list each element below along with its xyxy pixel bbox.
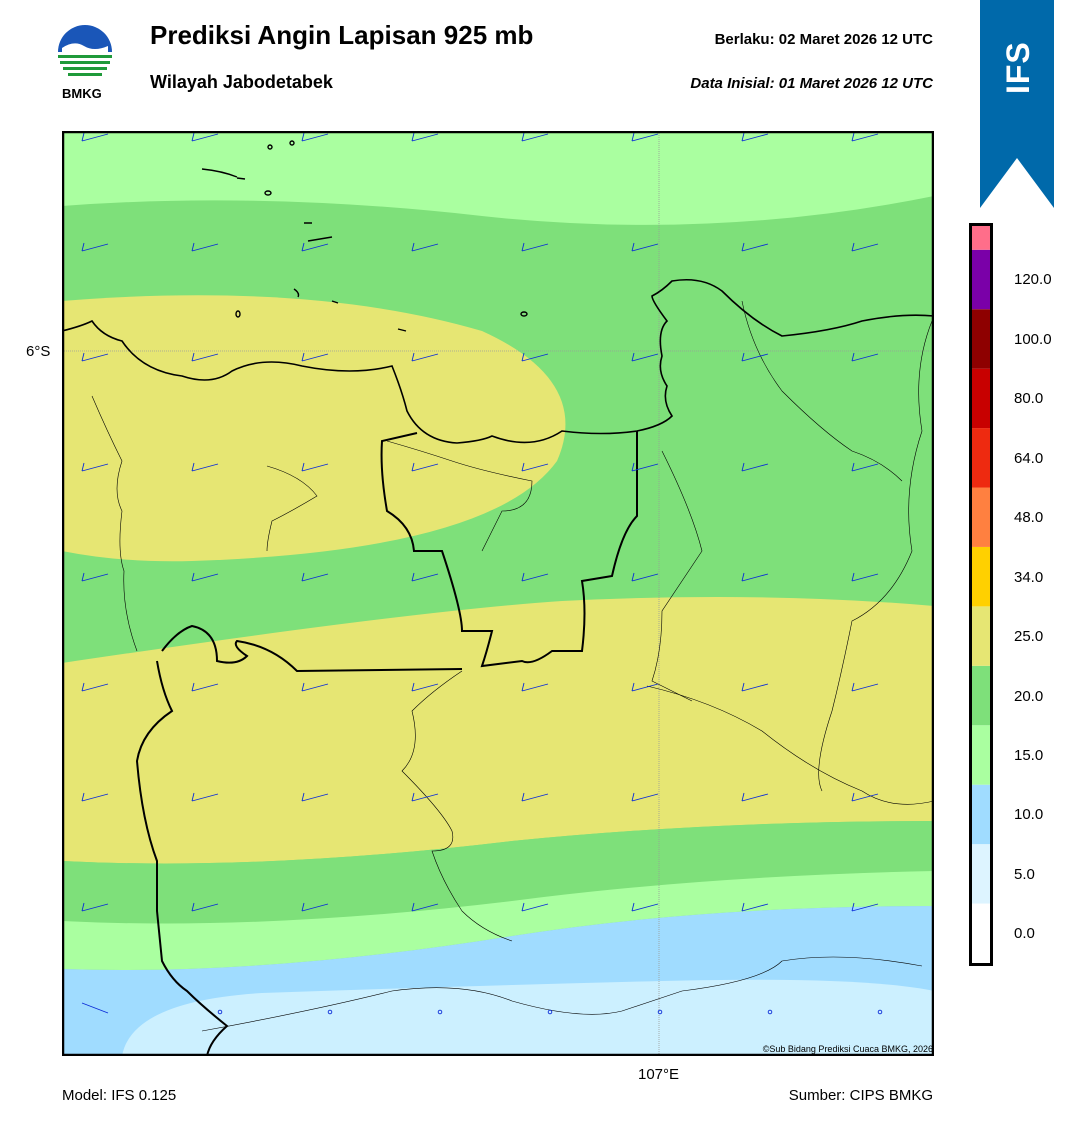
model-label: Model: IFS 0.125 xyxy=(62,1087,177,1104)
colorbar-label: 25.0 xyxy=(1014,628,1044,646)
colorbar-label: 64.0 xyxy=(1014,449,1044,467)
barb-row-5 xyxy=(81,572,879,582)
colorbar-label: 10.0 xyxy=(1014,806,1044,824)
band-yellow-west-bulge xyxy=(62,295,566,562)
colorbar-segment xyxy=(972,665,990,726)
colorbar-segment xyxy=(972,249,990,310)
colorbar-segment xyxy=(972,309,990,369)
colorbar-segment xyxy=(972,725,990,785)
province-boundary xyxy=(135,431,638,1056)
wind-barbs xyxy=(81,132,883,1015)
regency-boundary xyxy=(91,300,934,1032)
lon-label: 107°E xyxy=(638,1066,680,1083)
colorbar-label: 0.0 xyxy=(1014,925,1035,943)
coastline xyxy=(62,278,934,444)
band-green-lower xyxy=(62,821,934,924)
barb-row-7 xyxy=(81,792,879,802)
bmkg-logo-icon xyxy=(54,22,116,84)
barb-row-8 xyxy=(81,902,879,912)
colorbar-label: 100.0 xyxy=(1014,330,1052,348)
colorbar-segment xyxy=(972,226,990,250)
barb-row-4 xyxy=(81,462,879,472)
colorbar-label: 15.0 xyxy=(1014,746,1044,764)
lat-label: 6°S xyxy=(26,343,51,360)
colorbar xyxy=(969,223,993,966)
logo-text: BMKG xyxy=(62,86,102,101)
band-yellow-south xyxy=(62,597,934,864)
barb-row-9 xyxy=(81,1002,883,1015)
colorbar-segment xyxy=(972,487,990,547)
copyright: ©Sub Bidang Prediksi Cuaca BMKG, 2026 xyxy=(762,1044,933,1054)
barb-row-6 xyxy=(81,682,879,692)
page-title: Prediksi Angin Lapisan 925 mb xyxy=(150,20,534,50)
ifs-badge xyxy=(980,0,1054,210)
colorbar-label: 120.0 xyxy=(1014,271,1052,289)
colorbar-label: 20.0 xyxy=(1014,687,1044,705)
barb-row-3 xyxy=(81,352,879,362)
valid-time: Berlaku: 02 Maret 2026 12 UTC xyxy=(714,31,933,48)
colorbar-segment xyxy=(972,606,990,666)
source-label: Sumber: CIPS BMKG xyxy=(788,1087,933,1104)
band-light-green-lower xyxy=(62,871,934,971)
island-group xyxy=(201,140,528,332)
init-time: Data Inisial: 01 Maret 2026 12 UTC xyxy=(690,75,933,92)
barb-row-1 xyxy=(81,132,879,142)
colorbar-segment xyxy=(972,368,990,429)
colorbar-segment xyxy=(972,844,990,904)
wind-map xyxy=(62,131,934,1056)
region-subtitle: Wilayah Jabodetabek xyxy=(150,72,333,92)
colorbar-label: 48.0 xyxy=(1014,509,1044,527)
colorbar-label: 80.0 xyxy=(1014,390,1044,408)
barb-row-2 xyxy=(81,242,879,252)
band-pale-blue xyxy=(122,979,934,1056)
colorbar-label: 34.0 xyxy=(1014,568,1044,586)
colorbar-segment xyxy=(972,903,990,963)
colorbar-label: 5.0 xyxy=(1014,865,1035,883)
colorbar-frame xyxy=(969,223,993,966)
colorbar-segment xyxy=(972,428,990,488)
ifs-badge-label: IFS xyxy=(1000,41,1036,95)
colorbar-segment xyxy=(972,546,990,607)
map-frame xyxy=(62,131,934,1056)
colorbar-segment xyxy=(972,784,990,845)
